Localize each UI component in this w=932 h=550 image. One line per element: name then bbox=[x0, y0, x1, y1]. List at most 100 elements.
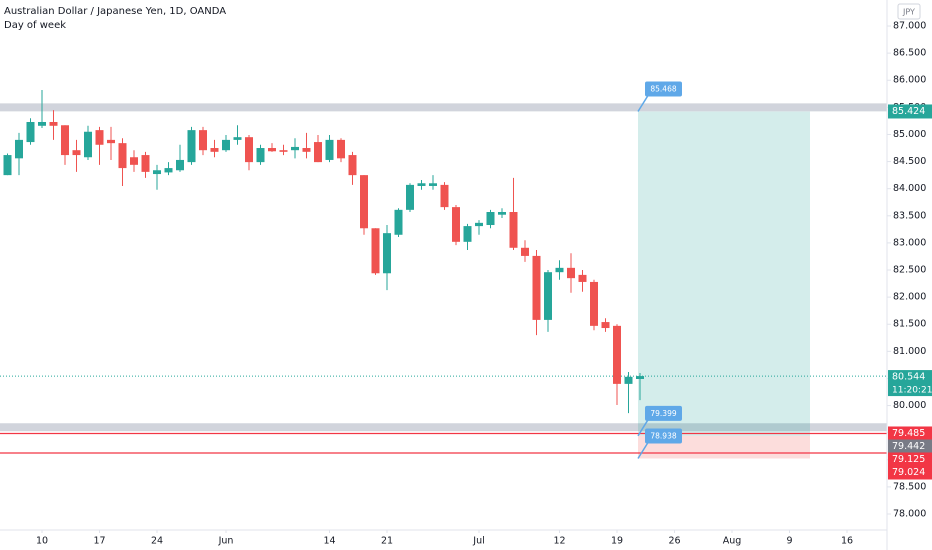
x-tick-label: 10 bbox=[36, 536, 48, 547]
callout-box bbox=[645, 81, 682, 97]
callout-box bbox=[645, 405, 682, 421]
candle-body bbox=[532, 255, 541, 320]
candle-body bbox=[486, 212, 495, 226]
callout-box bbox=[645, 428, 682, 444]
price-label: 79.125 bbox=[892, 454, 925, 465]
y-tick-label: 81.000 bbox=[893, 346, 926, 357]
candle-body bbox=[590, 281, 598, 326]
price-label: 79.485 bbox=[892, 428, 925, 439]
candle-body bbox=[578, 274, 587, 282]
candle-body bbox=[291, 146, 299, 151]
candle-body bbox=[463, 226, 472, 242]
plot-area bbox=[0, 90, 887, 459]
y-tick-label: 78.000 bbox=[893, 509, 926, 520]
candle-body bbox=[268, 148, 276, 152]
candle-body bbox=[636, 376, 644, 379]
callout-label: 78.938 bbox=[650, 431, 676, 440]
currency-badge[interactable] bbox=[897, 3, 921, 20]
candle-body bbox=[360, 175, 368, 229]
x-tick-label: 21 bbox=[381, 536, 393, 547]
price-label-box bbox=[888, 426, 932, 441]
overlay: 85.468 79.399 78.938 bbox=[637, 81, 682, 459]
callout-pointer bbox=[637, 419, 649, 437]
candle-body bbox=[509, 212, 518, 248]
currency-label: JPY bbox=[902, 8, 915, 17]
candle-body bbox=[624, 376, 633, 384]
candle-body bbox=[302, 148, 311, 152]
candle-body bbox=[245, 137, 253, 163]
x-tick-label: 14 bbox=[323, 536, 335, 547]
x-tick-label: 9 bbox=[786, 536, 792, 547]
candle-body bbox=[256, 148, 265, 163]
price-label-box bbox=[888, 370, 932, 385]
y-tick-label: 86.000 bbox=[893, 75, 926, 86]
candle-body bbox=[176, 159, 184, 171]
x-tick-label: Jun bbox=[218, 536, 234, 547]
x-tick-label: 12 bbox=[553, 536, 565, 547]
candle-body bbox=[164, 168, 173, 173]
y-tick-label: 82.500 bbox=[893, 265, 926, 276]
candle-body bbox=[84, 131, 92, 158]
candle-body bbox=[613, 325, 621, 384]
y-tick-label: 80.000 bbox=[893, 400, 926, 411]
candle-body bbox=[348, 155, 357, 176]
candle-body bbox=[601, 322, 610, 329]
chart-subtitle: Day of week bbox=[4, 20, 66, 31]
candle-body bbox=[95, 130, 104, 145]
x-tick-label: 24 bbox=[151, 536, 163, 547]
candle-body bbox=[325, 139, 334, 160]
y-tick-label: 82.000 bbox=[893, 292, 926, 303]
y-tick-label: 84.000 bbox=[893, 183, 926, 194]
price-label-box bbox=[888, 452, 932, 467]
candle-body bbox=[61, 125, 69, 156]
candle-body bbox=[314, 142, 322, 163]
price-label-box bbox=[888, 104, 932, 119]
countdown: 11:20:21 bbox=[892, 386, 932, 396]
candle-body bbox=[199, 130, 207, 151]
candle-body bbox=[26, 121, 35, 143]
candle-body bbox=[475, 222, 483, 227]
candle-body bbox=[118, 143, 127, 169]
candle-body bbox=[429, 183, 437, 186]
y-tick-label: 83.500 bbox=[893, 210, 926, 221]
callout-pointer bbox=[637, 95, 649, 112]
candle-body bbox=[498, 212, 506, 215]
profit-zone bbox=[638, 111, 810, 436]
callout-label: 85.468 bbox=[650, 84, 676, 93]
price-label: 80.544 bbox=[892, 372, 925, 383]
candle-body bbox=[107, 139, 115, 144]
x-tick-label: 17 bbox=[93, 536, 105, 547]
candle-body bbox=[279, 150, 288, 152]
x-tick-label: 26 bbox=[668, 536, 680, 547]
candle-body bbox=[222, 139, 230, 151]
candle-body bbox=[210, 148, 219, 152]
candle-body bbox=[233, 137, 242, 140]
zone bbox=[0, 423, 887, 432]
candle-body bbox=[394, 209, 403, 235]
callout-pointer bbox=[637, 442, 649, 459]
y-tick-label: 81.500 bbox=[893, 319, 926, 330]
y-tick-label: 84.500 bbox=[893, 156, 926, 167]
countdown-box bbox=[888, 383, 932, 397]
y-tick-label: 85.000 bbox=[893, 129, 926, 140]
price-label: 85.424 bbox=[892, 106, 925, 117]
price-label: 79.024 bbox=[892, 467, 925, 478]
callout-label: 79.399 bbox=[650, 409, 676, 418]
price-label-box bbox=[888, 439, 932, 454]
candle-body bbox=[130, 157, 138, 165]
candle-body bbox=[440, 184, 449, 208]
chart-title: Australian Dollar / Japanese Yen, 1D, OA… bbox=[4, 6, 226, 17]
price-label: 79.442 bbox=[892, 441, 925, 452]
price-label-box bbox=[888, 465, 932, 480]
candle-body bbox=[72, 150, 81, 156]
x-tick-label: 16 bbox=[841, 536, 853, 547]
candle-body bbox=[406, 184, 414, 210]
x-tick-label: 19 bbox=[611, 536, 623, 547]
candle-body bbox=[544, 272, 552, 320]
candle-body bbox=[15, 139, 23, 159]
candle-body bbox=[3, 155, 12, 176]
y-tick-label: 87.000 bbox=[893, 21, 926, 32]
x-tick-label: Jul bbox=[472, 536, 484, 547]
